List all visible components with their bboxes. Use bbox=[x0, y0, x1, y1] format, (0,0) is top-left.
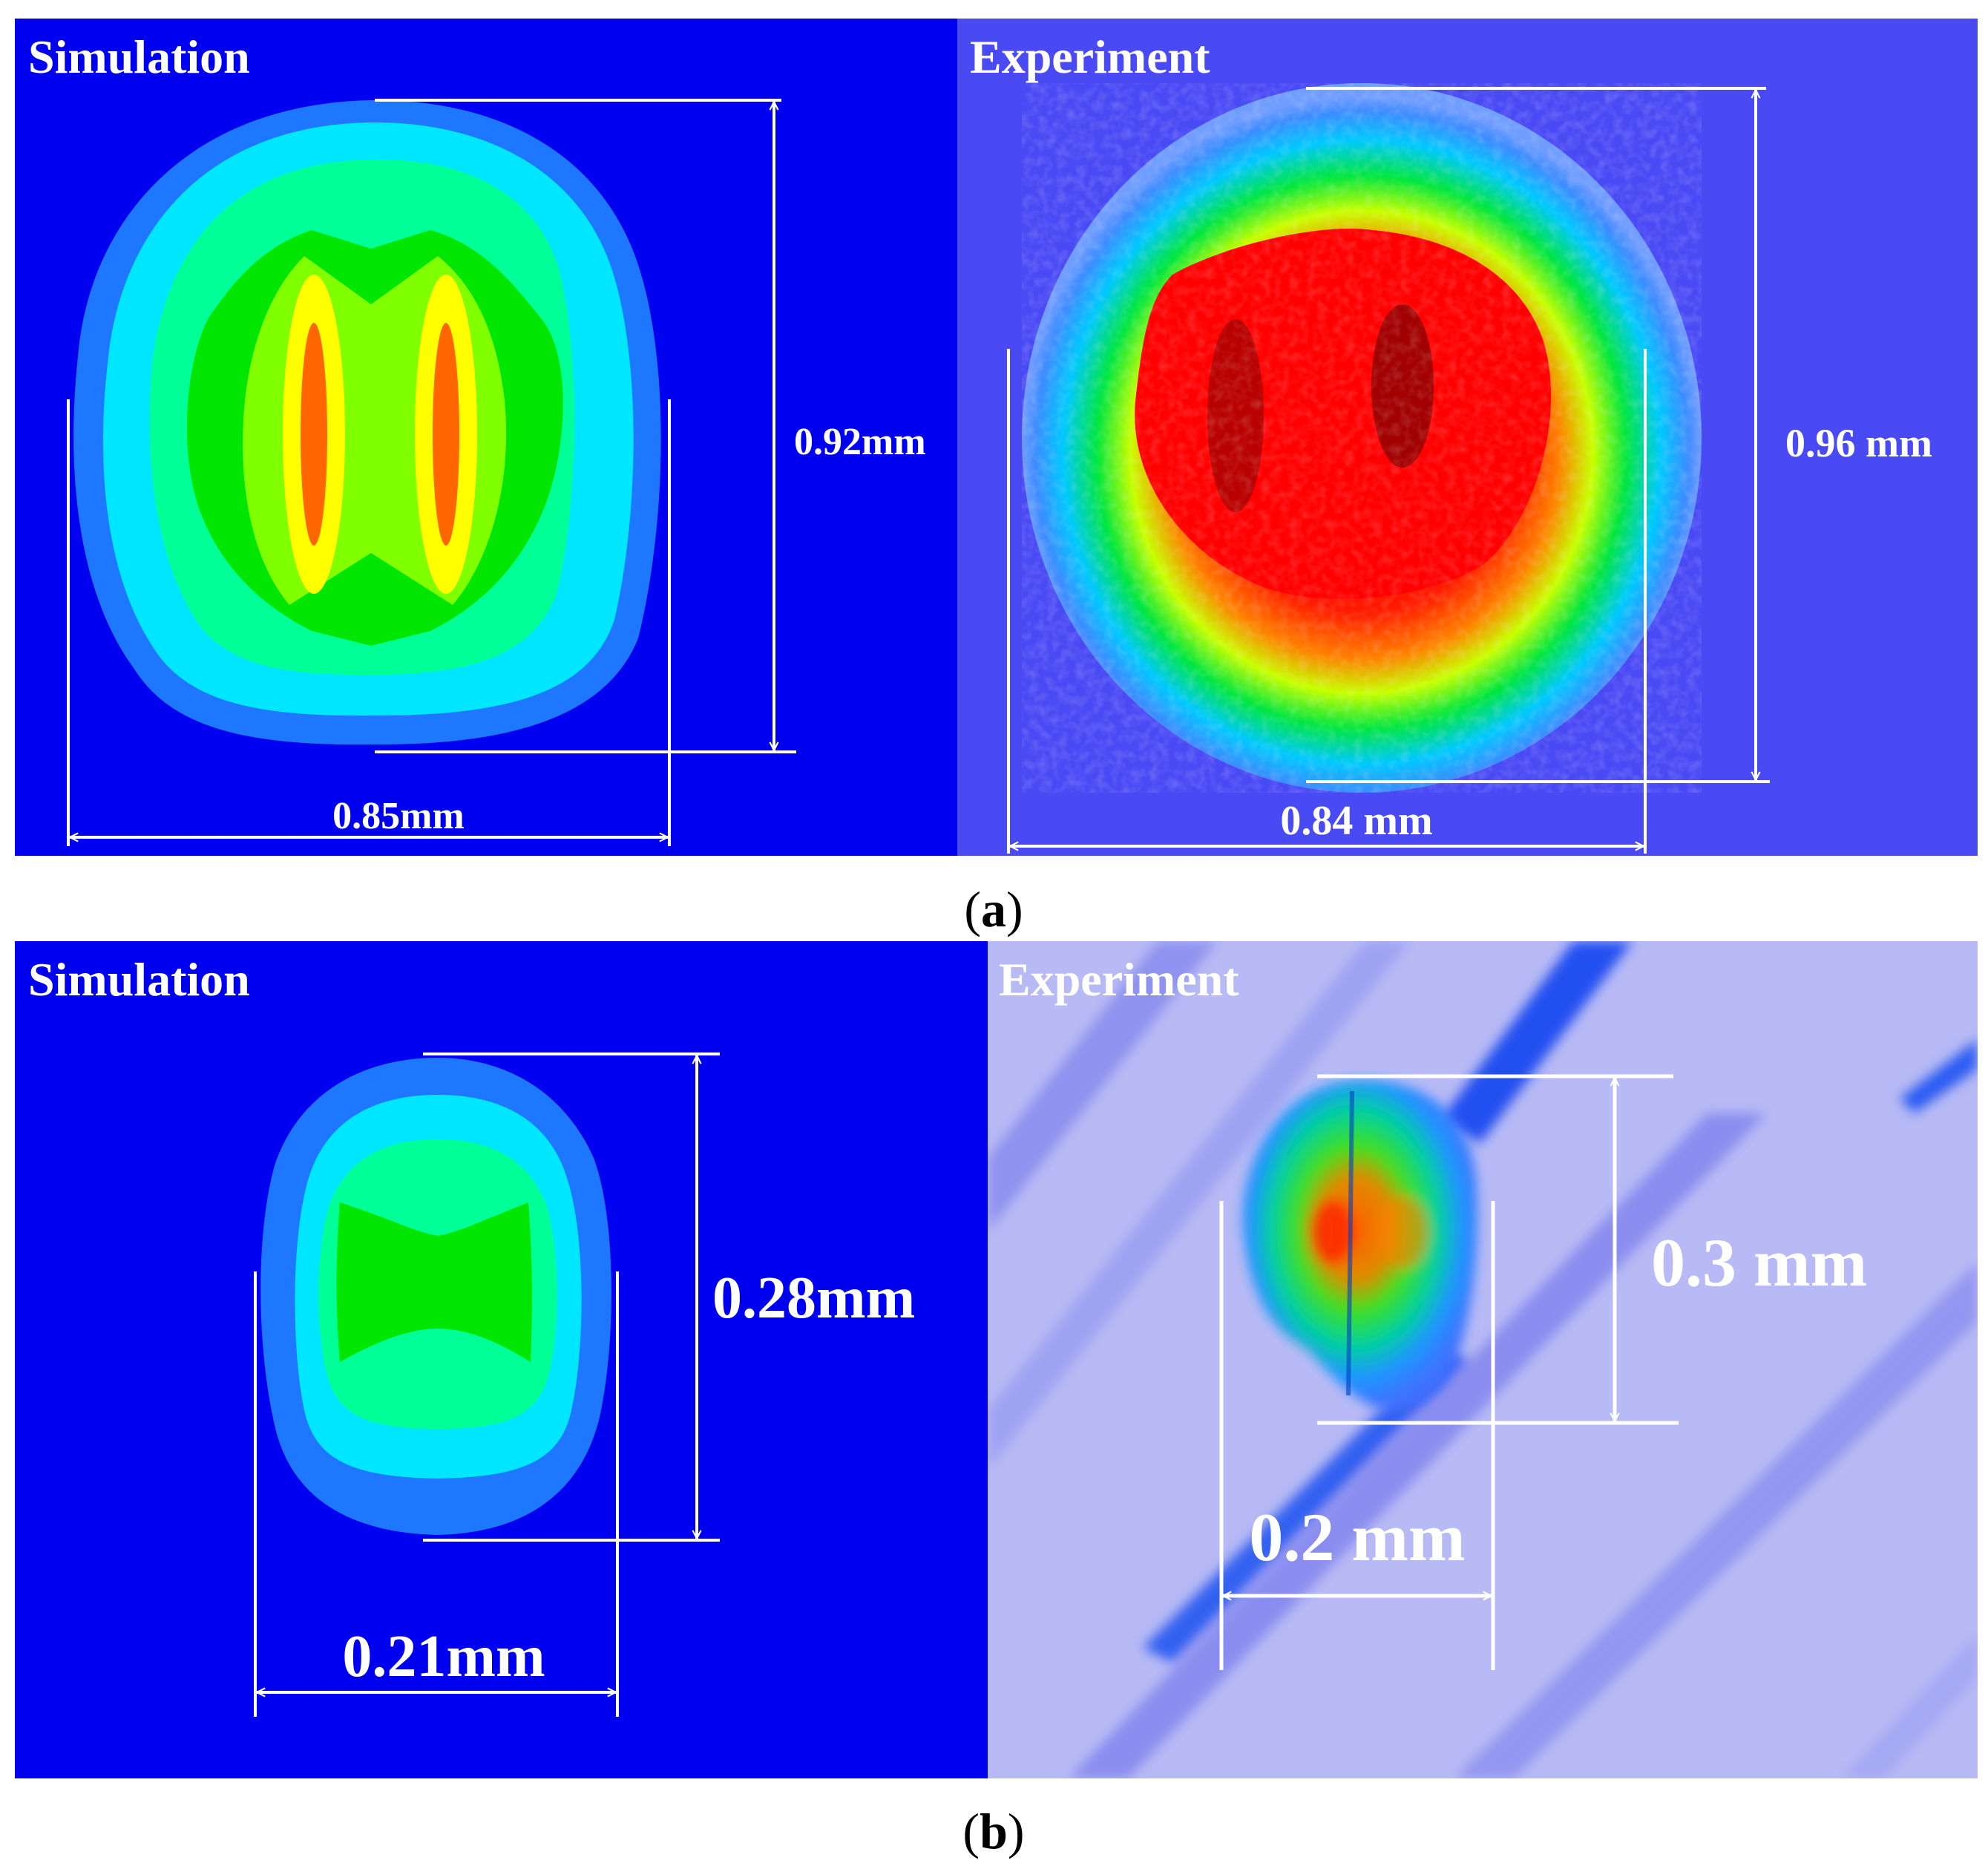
panel-b-experiment-width-label: 0.2 mm bbox=[1249, 1499, 1465, 1575]
panel-a-simulation-height-label: 0.92mm bbox=[794, 421, 926, 463]
panel-b-simulation-height-label: 0.28mm bbox=[712, 1266, 915, 1331]
panel-a-simulation-width-label: 0.85mm bbox=[332, 795, 465, 837]
panel-b-experiment-height-label: 0.3 mm bbox=[1651, 1225, 1867, 1300]
panel-b-experiment-center-seam bbox=[1346, 1090, 1354, 1396]
panel-b-experiment-title: Experiment bbox=[999, 953, 1239, 1006]
caption-a-letter: a bbox=[981, 881, 1006, 937]
panel-a-experiment-title: Experiment bbox=[970, 30, 1210, 83]
panel-a-experiment-width-label: 0.84 mm bbox=[1280, 798, 1432, 844]
caption-a: (a) bbox=[964, 881, 1023, 937]
panel-a-simulation-contours bbox=[73, 99, 661, 745]
panel-a-simulation: Simulation 0.92mm 0.85mm bbox=[15, 19, 957, 856]
caption-b: (b) bbox=[962, 1803, 1024, 1859]
panel-b-experiment-melt-pool bbox=[1242, 1080, 1477, 1410]
panel-a-experiment: Experiment 0.96 mm 0.84 mm bbox=[957, 19, 1978, 856]
panel-a-experiment-height-label: 0.96 mm bbox=[1785, 421, 1932, 465]
caption-b-letter: b bbox=[980, 1803, 1008, 1859]
panel-b-simulation-width-label: 0.21mm bbox=[342, 1624, 545, 1689]
panel-b-simulation-title: Simulation bbox=[28, 953, 250, 1006]
panel-b-simulation: Simulation 0.28mm 0.21mm bbox=[15, 941, 988, 1778]
panel-b-simulation-contours bbox=[260, 1058, 611, 1535]
panel-a-experiment-melt-pool bbox=[1022, 83, 1702, 793]
panel-b-experiment-scan-tracks bbox=[988, 941, 1978, 1778]
panel-b-experiment: Experiment 0.3 mm 0.2 mm bbox=[988, 941, 1978, 1778]
panel-a-simulation-title: Simulation bbox=[28, 30, 250, 83]
